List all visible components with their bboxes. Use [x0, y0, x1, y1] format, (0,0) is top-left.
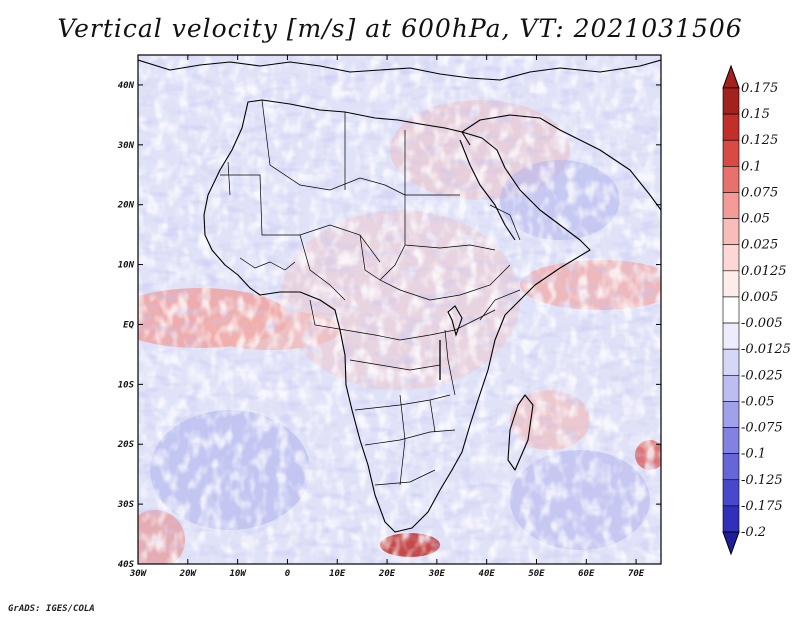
colorbar-label: 0.175: [741, 81, 778, 96]
lat-tick-label: 40S: [118, 560, 135, 570]
longitude-axis: 30W 20W 10W 0 10E 20E 30E 40E 50E 60E 70E: [129, 55, 645, 579]
colorbar-top-arrow: [722, 64, 740, 89]
lon-tick-label: 50E: [528, 569, 545, 579]
colorbar-label: -0.005: [741, 316, 783, 331]
colorbar-label: 0.1: [741, 159, 762, 174]
colorbar-bottom-arrow: [722, 531, 740, 556]
colorbar-bin: [722, 505, 740, 533]
lat-tick-label: 30N: [117, 141, 135, 151]
coastlines: [138, 59, 661, 533]
colorbar-bin: [722, 374, 740, 402]
colorbar-bin: [722, 166, 740, 193]
colorbar-label: -0.125: [741, 473, 783, 488]
colorbar-bin: [722, 139, 740, 167]
map-frame: [137, 54, 662, 565]
colorbar-label: 0.0125: [741, 264, 787, 279]
country-borders: [220, 99, 521, 486]
colorbar-bin: [722, 113, 740, 141]
lat-tick-label: 30S: [117, 500, 135, 510]
colorbar-bin: [722, 296, 740, 324]
lon-tick-label: 60E: [578, 569, 595, 579]
lon-tick-label: 10E: [329, 569, 346, 579]
lat-tick-label: 10N: [118, 261, 135, 271]
lon-tick-label: 70E: [628, 569, 645, 579]
lat-tick-label: 10S: [118, 380, 135, 390]
colorbar-label: -0.025: [741, 368, 783, 383]
colorbar-label: 0.025: [741, 238, 778, 253]
colorbar-label: -0.175: [741, 499, 783, 514]
colorbar: 0.175 0.15 0.125 0.1 0.075 0.05 0.025 0.0125 0.0…: [722, 64, 791, 556]
colorbar-bin: [722, 87, 740, 115]
colorbar-label: -0.1: [741, 447, 766, 462]
colorbar-label: 0.005: [741, 290, 778, 305]
colorbar-label: 0.15: [741, 107, 770, 122]
colorbar-label: -0.2: [741, 525, 766, 540]
colorbar-label: 0.125: [741, 133, 778, 148]
colorbar-bin: [722, 244, 740, 272]
lon-tick-label: 40E: [479, 569, 496, 579]
lat-tick-label: EQ: [123, 320, 134, 330]
colorbar-label: -0.0125: [741, 342, 791, 357]
colorbar-label: 0.05: [741, 212, 770, 227]
lat-tick-label: 40N: [118, 81, 135, 91]
lat-tick-label: 20N: [117, 201, 135, 211]
colorbar-bin: [722, 322, 740, 350]
chart-title: Vertical velocity [m/s] at 600hPa, VT: 2…: [57, 14, 743, 43]
lon-tick-label: 30W: [129, 569, 148, 579]
colorbar-bin: [722, 218, 740, 246]
colorbar-bin: [722, 427, 740, 454]
colorbar-bin: [722, 192, 740, 219]
lon-tick-label: 20E: [378, 569, 396, 579]
velocity-field: [138, 55, 661, 564]
colorbar-bin: [722, 479, 740, 507]
colorbar-bin: [722, 270, 740, 298]
colorbar-bin: [722, 401, 740, 428]
colorbar-bin: [722, 348, 740, 376]
colorbar-label: -0.075: [741, 421, 783, 436]
lon-tick-label: 10W: [229, 569, 247, 579]
colorbar-bin: [722, 453, 740, 481]
lon-tick-label: 0: [285, 569, 291, 579]
footer-credit: GrADS: IGES/COLA: [8, 604, 95, 614]
colorbar-label: -0.05: [741, 394, 774, 409]
lon-tick-label: 20W: [179, 569, 198, 579]
lon-tick-label: 30E: [428, 569, 446, 579]
colorbar-label: 0.075: [741, 185, 778, 200]
latitude-axis: 40S 30S 20S 10S EQ 10N 20N 30N 40N: [117, 81, 661, 570]
lat-tick-label: 20S: [117, 440, 135, 450]
